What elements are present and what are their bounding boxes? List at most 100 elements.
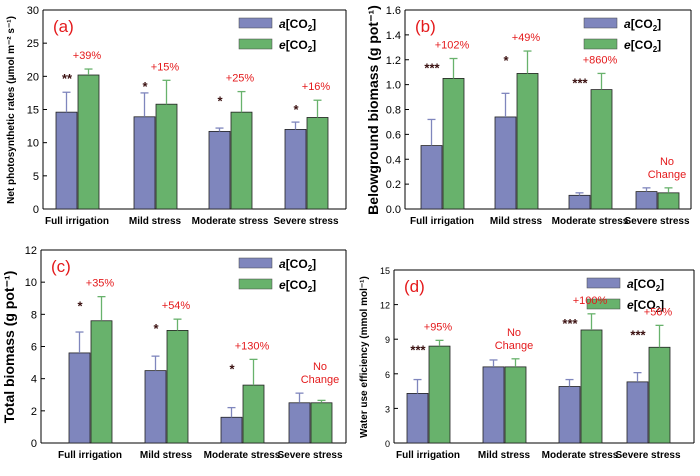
legend-sub: 2 — [656, 284, 661, 293]
percent-annotation: +15% — [151, 61, 180, 73]
y-tick-label: 8 — [31, 309, 37, 321]
legend-prefix: a — [279, 17, 286, 31]
legend-label-a: a[CO2] — [627, 277, 664, 293]
y-tick-label: 15 — [380, 266, 390, 276]
y-axis-label: Belowground biomass (g pot⁻¹) — [365, 5, 381, 215]
legend-label-e: e[CO2] — [279, 38, 316, 54]
bar-e — [428, 345, 451, 444]
legend-swatch-a — [583, 17, 618, 29]
y-tick-label: 12 — [380, 301, 390, 311]
percent-annotation: +56% — [644, 306, 673, 318]
percent-annotation: +39% — [73, 50, 102, 62]
y-tick-label: 10 — [25, 277, 37, 289]
category-label: Moderate stress — [552, 216, 629, 227]
percent-annotation-line: +49% — [512, 32, 541, 44]
legend-sub: 2 — [656, 305, 661, 314]
percent-annotation: +102% — [435, 40, 470, 52]
legend-prefix: a — [624, 17, 631, 31]
bar-e — [306, 117, 329, 210]
y-tick-label: 1.4 — [386, 30, 401, 42]
significance-stars: * — [229, 361, 235, 376]
significance-stars: ** — [62, 71, 73, 86]
percent-annotation: +16% — [302, 81, 331, 93]
legend-close: ] — [660, 277, 664, 291]
bar-a — [635, 191, 658, 210]
category-label: Severe stress — [624, 216, 689, 227]
percent-annotation: +860% — [583, 54, 618, 66]
significance-stars: * — [217, 94, 223, 109]
legend-swatch-e — [238, 278, 273, 290]
percent-annotation-line: +15% — [151, 61, 180, 73]
category-label: Full irrigation — [396, 450, 460, 461]
bar-a — [482, 366, 505, 444]
legend-prefix: a — [279, 257, 286, 271]
percent-annotation-line: +56% — [644, 306, 673, 318]
legend-swatch-a — [586, 277, 621, 289]
panel-label: (b) — [415, 17, 436, 36]
percent-annotation: No Change — [301, 361, 340, 386]
percent-annotation-line: +100% — [573, 295, 608, 307]
legend-sub: 2 — [653, 24, 658, 33]
y-tick-label: 0.8 — [386, 105, 401, 117]
category-label: Mild stress — [478, 450, 531, 461]
y-tick-label: 0.2 — [386, 179, 401, 191]
percent-annotation-line: Change — [301, 374, 340, 386]
bar-e — [77, 74, 100, 210]
bar-a — [208, 130, 231, 210]
significance-stars: * — [77, 299, 83, 314]
bar-a — [288, 402, 311, 444]
legend-swatch-e — [238, 38, 273, 50]
y-tick-label: 5 — [33, 171, 39, 183]
category-label: Full irrigation — [58, 450, 122, 461]
legend-prefix: e — [624, 38, 631, 52]
category-label: Mild stress — [490, 216, 543, 227]
category-label: Moderate stress — [204, 450, 281, 461]
percent-annotation: +25% — [226, 73, 255, 85]
y-axis-label: Net photosynthetic rates (μmol m⁻² s⁻¹) — [6, 16, 17, 204]
legend-label-e: e[CO2] — [627, 298, 664, 314]
significance-stars: * — [153, 321, 159, 336]
bar-a — [68, 352, 91, 444]
bar-e — [504, 366, 527, 444]
percent-annotation-line: No — [313, 361, 327, 373]
category-label: Mild stress — [129, 216, 182, 227]
legend-sub: 2 — [308, 24, 313, 33]
percent-annotation-line: +102% — [435, 40, 470, 52]
category-label: Moderate stress — [192, 216, 269, 227]
y-tick-label: 6 — [385, 370, 390, 380]
legend-swatch-e — [586, 298, 621, 310]
y-tick-label: 12 — [25, 245, 37, 257]
y-tick-label: 0 — [31, 438, 37, 450]
bar-e — [242, 384, 265, 444]
legend-label-e: e[CO2] — [279, 278, 316, 294]
panel-label: (a) — [53, 17, 74, 36]
legend-sub: 2 — [308, 264, 313, 273]
legend-suffix: [CO — [634, 277, 656, 291]
legend-swatch-e — [583, 38, 618, 50]
legend-close: ] — [657, 17, 661, 31]
percent-annotation-line: +95% — [424, 321, 453, 333]
significance-stars: * — [142, 79, 148, 94]
panel-label: (d) — [404, 277, 425, 296]
bar-e — [230, 111, 253, 210]
percent-annotation: +100% — [573, 295, 608, 307]
y-tick-label: 1.0 — [386, 80, 401, 92]
percent-annotation-line: Change — [648, 169, 687, 181]
percent-annotation: +49% — [512, 32, 541, 44]
percent-annotation: +35% — [86, 278, 115, 290]
percent-annotation-line: +54% — [162, 300, 191, 312]
percent-annotation: No Change — [648, 156, 687, 181]
percent-annotation-line: No — [507, 327, 521, 339]
y-tick-label: 9 — [385, 335, 390, 345]
significance-stars: * — [503, 53, 509, 68]
legend-label-e: e[CO2] — [624, 38, 661, 54]
y-tick-label: 2 — [31, 406, 37, 418]
legend-sub: 2 — [308, 285, 313, 294]
y-tick-label: 30 — [27, 5, 39, 17]
legend-suffix: [CO — [286, 38, 308, 52]
legend-label-a: a[CO2] — [624, 17, 661, 33]
bar-e — [657, 192, 680, 210]
legend-prefix: e — [279, 38, 286, 52]
percent-annotation: +95% — [424, 321, 453, 333]
